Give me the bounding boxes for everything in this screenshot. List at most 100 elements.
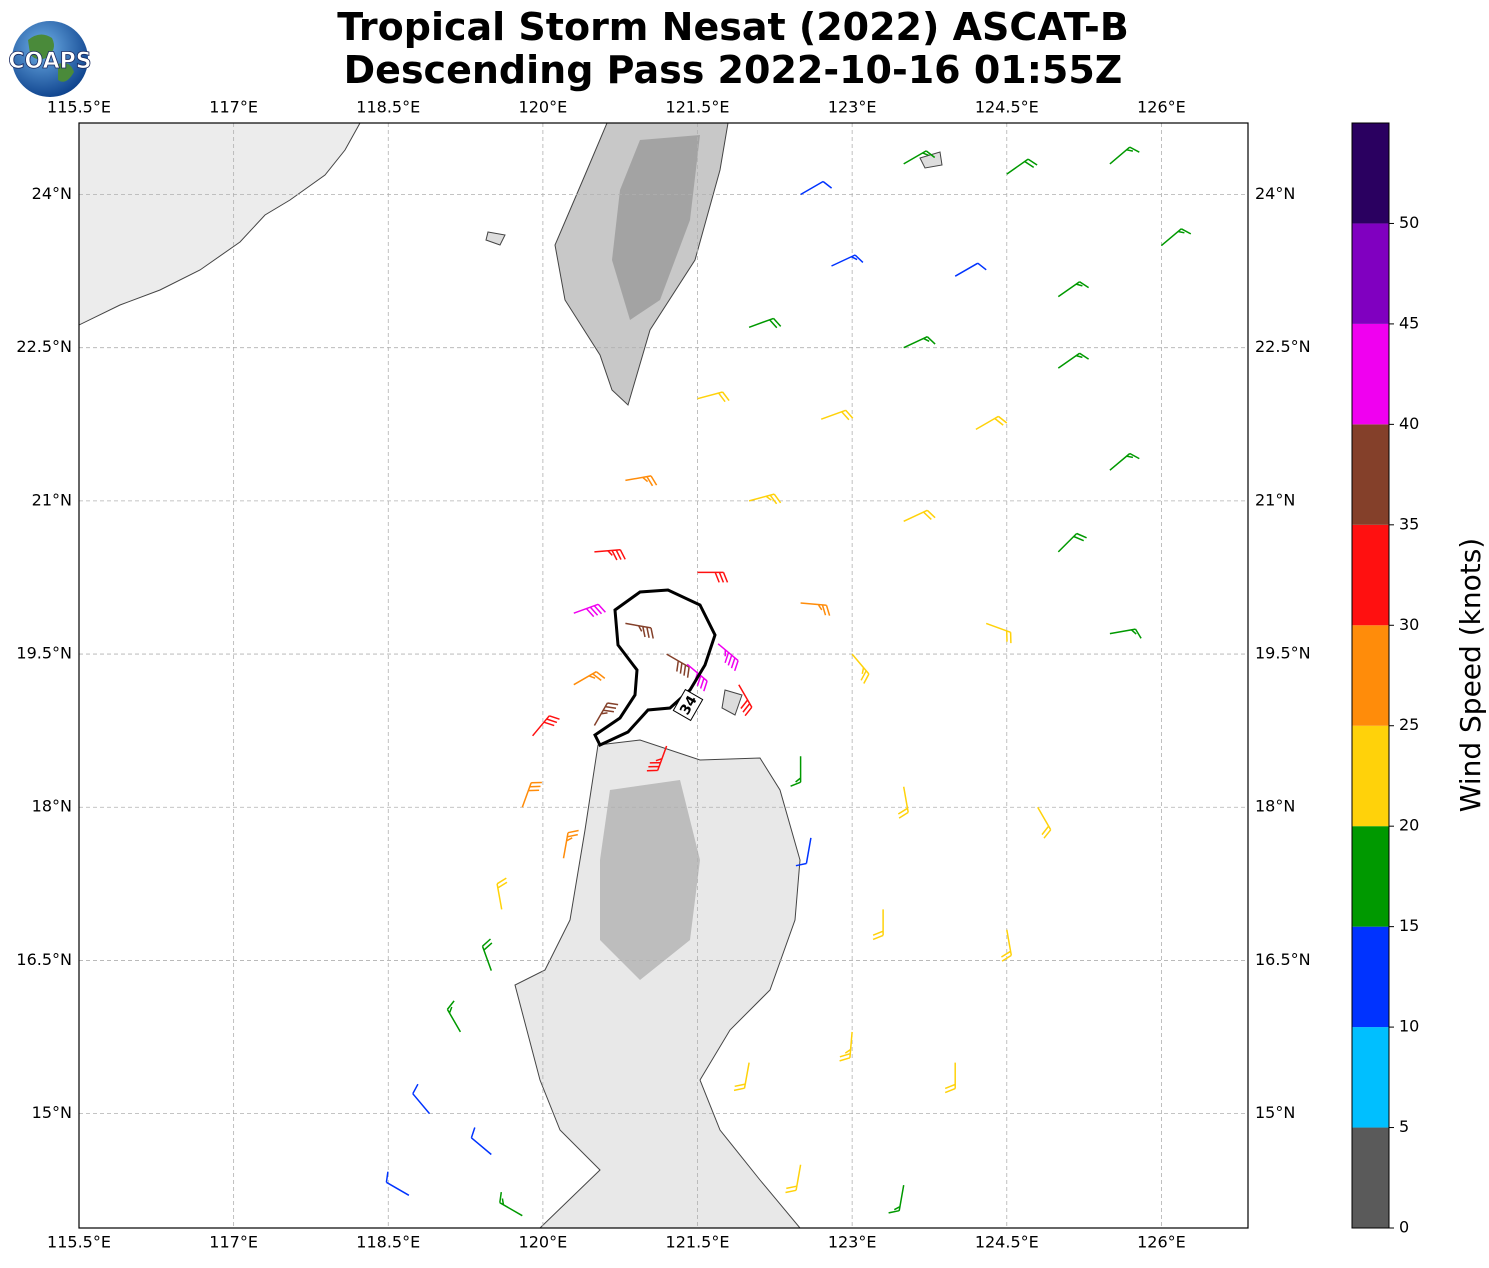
x-tick-label: 126°E [1137, 98, 1186, 117]
wind-barb [573, 671, 606, 686]
terrain-luzon [600, 780, 700, 980]
colorbar-bin [1352, 926, 1389, 1028]
wind-barb [646, 745, 668, 772]
wind-barb [839, 1031, 853, 1062]
y-tick-label: 18°N [32, 797, 72, 816]
land-luzon [514, 739, 801, 1228]
wind-barb [686, 663, 708, 692]
wind-barb [521, 781, 542, 808]
x-tick-label: 117°E [209, 1233, 258, 1252]
wind-barb [733, 1062, 750, 1092]
wind-barb [625, 622, 654, 639]
colorbar-bin [1352, 1127, 1389, 1228]
islands [485, 151, 943, 716]
y-tick-label: 19.5°N [16, 644, 72, 663]
y-tick-label: 15°N [32, 1103, 72, 1122]
wind-barb [785, 1164, 802, 1194]
logo: COAPS [8, 21, 92, 97]
y-tick-label: 22.5°N [1255, 337, 1311, 356]
y-tick-label: 16.5°N [16, 950, 72, 969]
contour-label-box [672, 688, 704, 722]
y-tick-label: 24°N [32, 184, 72, 203]
land-china [79, 123, 361, 326]
colorbar-tick-label: 0 [1399, 1218, 1409, 1237]
wind-barb [903, 336, 936, 349]
y-tick-label: 16.5°N [1255, 950, 1311, 969]
wind-barb [851, 653, 870, 684]
wind-barb [954, 262, 987, 277]
wind-barb [594, 548, 626, 561]
wind-barb [446, 1000, 462, 1033]
wind-barb [499, 1191, 523, 1217]
wind-barb [470, 1127, 492, 1156]
x-tick-label: 124.5°E [975, 1233, 1039, 1252]
y-tick-label: 21°N [1255, 490, 1295, 509]
y-tick-label: 22.5°N [16, 337, 72, 356]
wind-barb [903, 509, 936, 522]
colorbar-bin [1352, 524, 1389, 626]
colorbar-bin [1352, 424, 1389, 525]
y-tick-label: 19.5°N [1255, 644, 1311, 663]
wind-barb [1109, 628, 1142, 639]
x-tick-label: 121.5°E [666, 98, 730, 117]
wind-barb [481, 938, 493, 971]
colorbar-tick-label: 40 [1399, 414, 1419, 433]
wind-barb [625, 475, 658, 487]
wind-barb [717, 643, 739, 672]
wind-barb [1001, 929, 1013, 962]
colorbar-tick-label: 25 [1399, 715, 1419, 734]
wind-barb [573, 603, 606, 618]
terrain-taiwan [612, 135, 700, 320]
y-tick-label: 18°N [1255, 797, 1295, 816]
wind-barb [831, 254, 864, 267]
logo-land [28, 34, 74, 82]
gridlines [79, 123, 1248, 1228]
wind-barb [872, 909, 884, 941]
wind-barb [666, 653, 690, 678]
wind-barb [1037, 806, 1052, 839]
x-tick-label: 117°E [209, 98, 258, 117]
wind-barb [748, 493, 782, 505]
wind-barb [975, 415, 1008, 431]
wind-barb [903, 150, 936, 165]
wind-barb [1160, 228, 1192, 247]
wind-barb [385, 1171, 410, 1196]
wind-barb [496, 877, 508, 910]
wind-barb [1109, 146, 1140, 165]
colorbar-frame [1351, 122, 1390, 1229]
colorbar-bin [1352, 826, 1389, 927]
y-tick-label: 24°N [1255, 184, 1295, 203]
colorbar-label: Wind Speed (knots) [1454, 538, 1487, 812]
x-tick-label: 126°E [1137, 1233, 1186, 1252]
colorbar-tick-label: 10 [1399, 1017, 1419, 1036]
wind-barbs [385, 146, 1192, 1217]
wind-barb [820, 409, 854, 421]
y-tick-label: 21°N [32, 490, 72, 509]
map-frame [78, 122, 1249, 1229]
wind-barb [532, 715, 560, 737]
y-tick-label: 15°N [1255, 1103, 1295, 1122]
contour-34kt [593, 588, 717, 747]
wind-barb [1057, 532, 1087, 553]
colorbar-tick-label: 20 [1399, 816, 1419, 835]
subtitle: Descending Pass 2022-10-16 01:55Z [344, 48, 1123, 92]
logo-text: COAPS [8, 49, 91, 74]
x-tick-label: 121.5°E [666, 1233, 730, 1252]
wind-barb [888, 1184, 905, 1214]
wind-barb [748, 317, 782, 329]
x-tick-label: 118.5°E [356, 1233, 420, 1252]
wind-barb [562, 829, 579, 859]
wind-barb [1109, 452, 1140, 471]
wind-barb [985, 622, 1012, 644]
colorbar-tick-label: 5 [1399, 1117, 1409, 1136]
x-tick-label: 124.5°E [975, 98, 1039, 117]
colorbar-bin [1352, 223, 1389, 324]
x-tick-label: 115.5°E [47, 98, 111, 117]
contour-label: 34 [672, 688, 704, 722]
colorbar-tick-label: 30 [1399, 615, 1419, 634]
colorbar-tick-label: 15 [1399, 916, 1419, 935]
x-tick-label: 115.5°E [47, 1233, 111, 1252]
wind-barb [412, 1083, 431, 1115]
wind-barb [738, 684, 753, 717]
